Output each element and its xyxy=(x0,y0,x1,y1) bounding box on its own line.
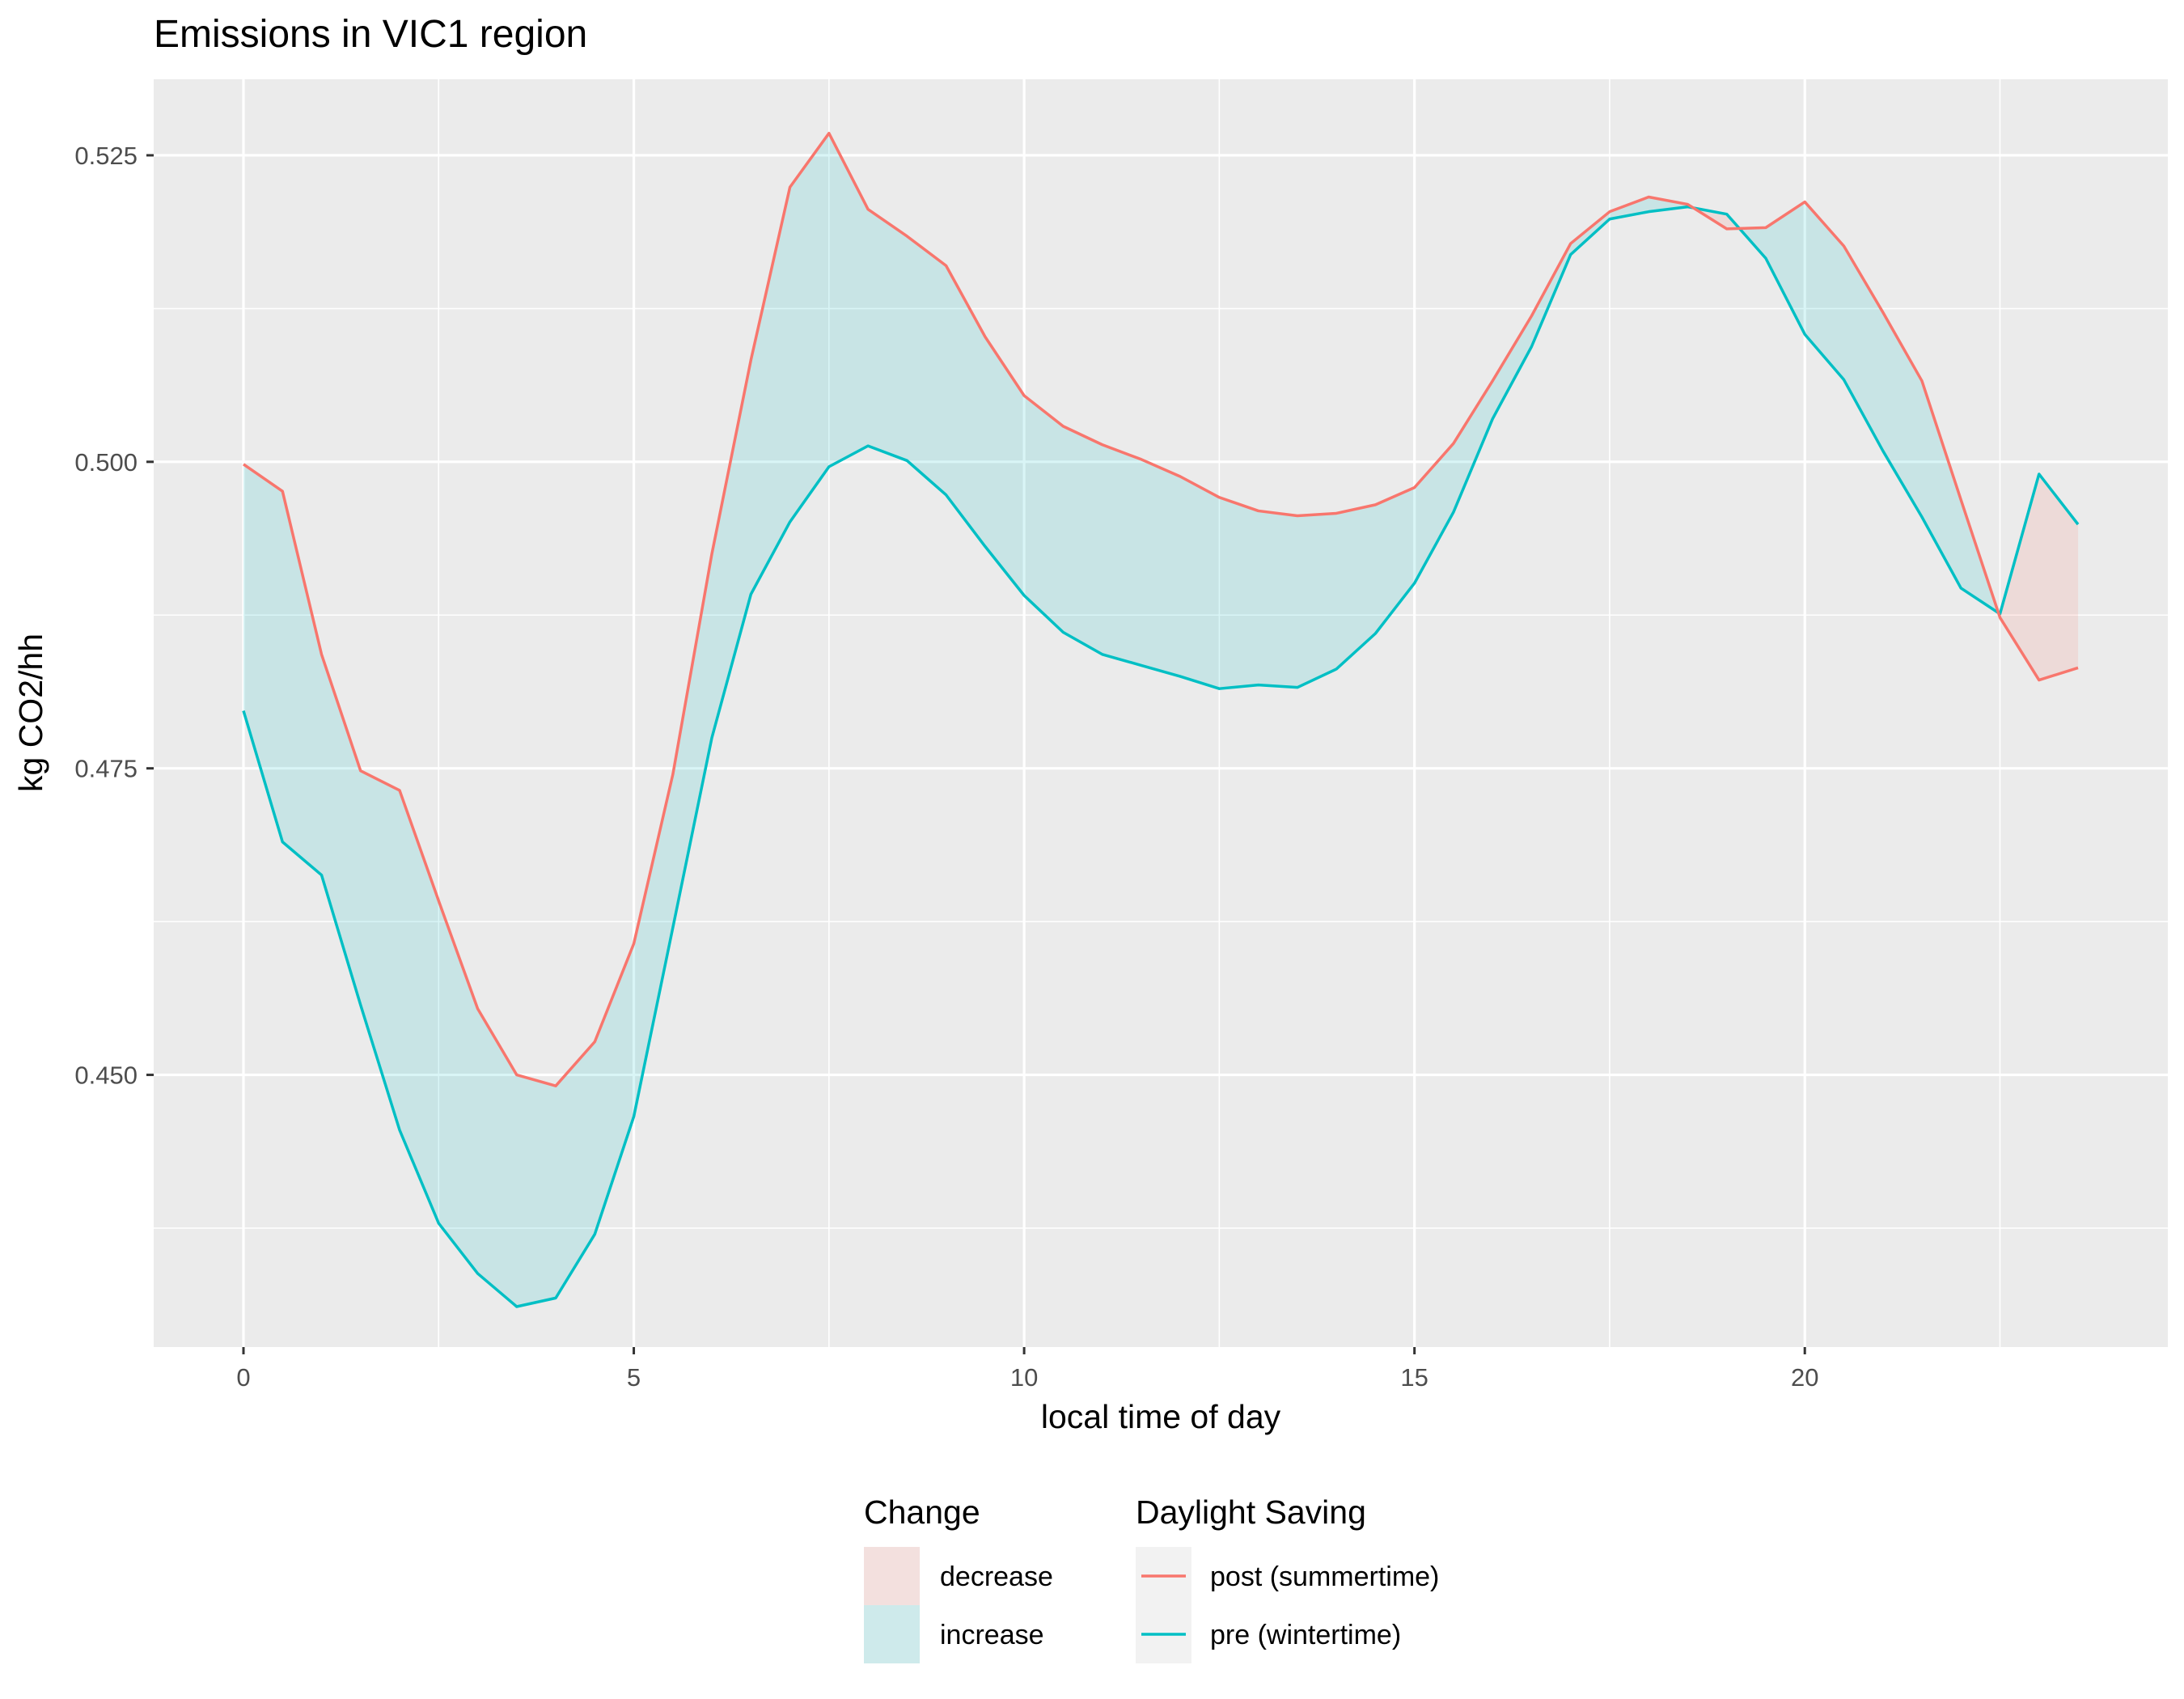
chart-title: Emissions in VIC1 region xyxy=(154,13,587,56)
minor-gridlines xyxy=(154,79,2168,1347)
x-tick-label: 15 xyxy=(1400,1363,1428,1392)
x-tick-label: 20 xyxy=(1791,1363,1818,1392)
series-lines xyxy=(242,131,2080,1308)
legend-title-daylight-saving: Daylight Saving xyxy=(1136,1494,1366,1531)
legend-label-decrease: decrease xyxy=(940,1561,1053,1592)
y-axis-title: kg CO2/hh xyxy=(12,633,49,792)
plot-panel xyxy=(154,79,2168,1347)
series-line-post xyxy=(242,131,2079,1087)
series-line-pre xyxy=(242,205,2080,1308)
legend-label-increase: increase xyxy=(940,1620,1044,1650)
ribbon-increase xyxy=(243,133,1694,1307)
ribbon-decrease xyxy=(1998,473,2079,680)
y-tick-label: 0.525 xyxy=(74,142,138,170)
ribbon-decrease xyxy=(1693,207,1740,229)
y-tick-label: 0.450 xyxy=(74,1061,138,1090)
legend-key-increase xyxy=(864,1605,920,1663)
x-tick-label: 5 xyxy=(627,1363,641,1392)
legend-key-decrease xyxy=(864,1547,920,1605)
y-tick-label: 0.500 xyxy=(74,448,138,477)
legend-label-pre: pre (wintertime) xyxy=(1210,1620,1401,1650)
axes: 0 5 10 15 20 0.450 0.475 0.500 0.525 xyxy=(74,142,1818,1392)
ribbon-increase xyxy=(1739,201,1999,613)
x-axis-title: local time of day xyxy=(1041,1398,1281,1435)
legend-swatch-decrease xyxy=(864,1547,920,1605)
x-tick-label: 0 xyxy=(236,1363,250,1392)
legend-swatch-increase xyxy=(864,1605,920,1663)
y-tick-label: 0.475 xyxy=(74,755,138,783)
legend-label-post: post (summertime) xyxy=(1210,1561,1439,1592)
x-tick-label: 10 xyxy=(1010,1363,1038,1392)
change-ribbons xyxy=(243,133,2079,1307)
legend: Change decrease increase Daylight Saving… xyxy=(864,1494,1439,1663)
legend-title-change: Change xyxy=(864,1494,980,1531)
